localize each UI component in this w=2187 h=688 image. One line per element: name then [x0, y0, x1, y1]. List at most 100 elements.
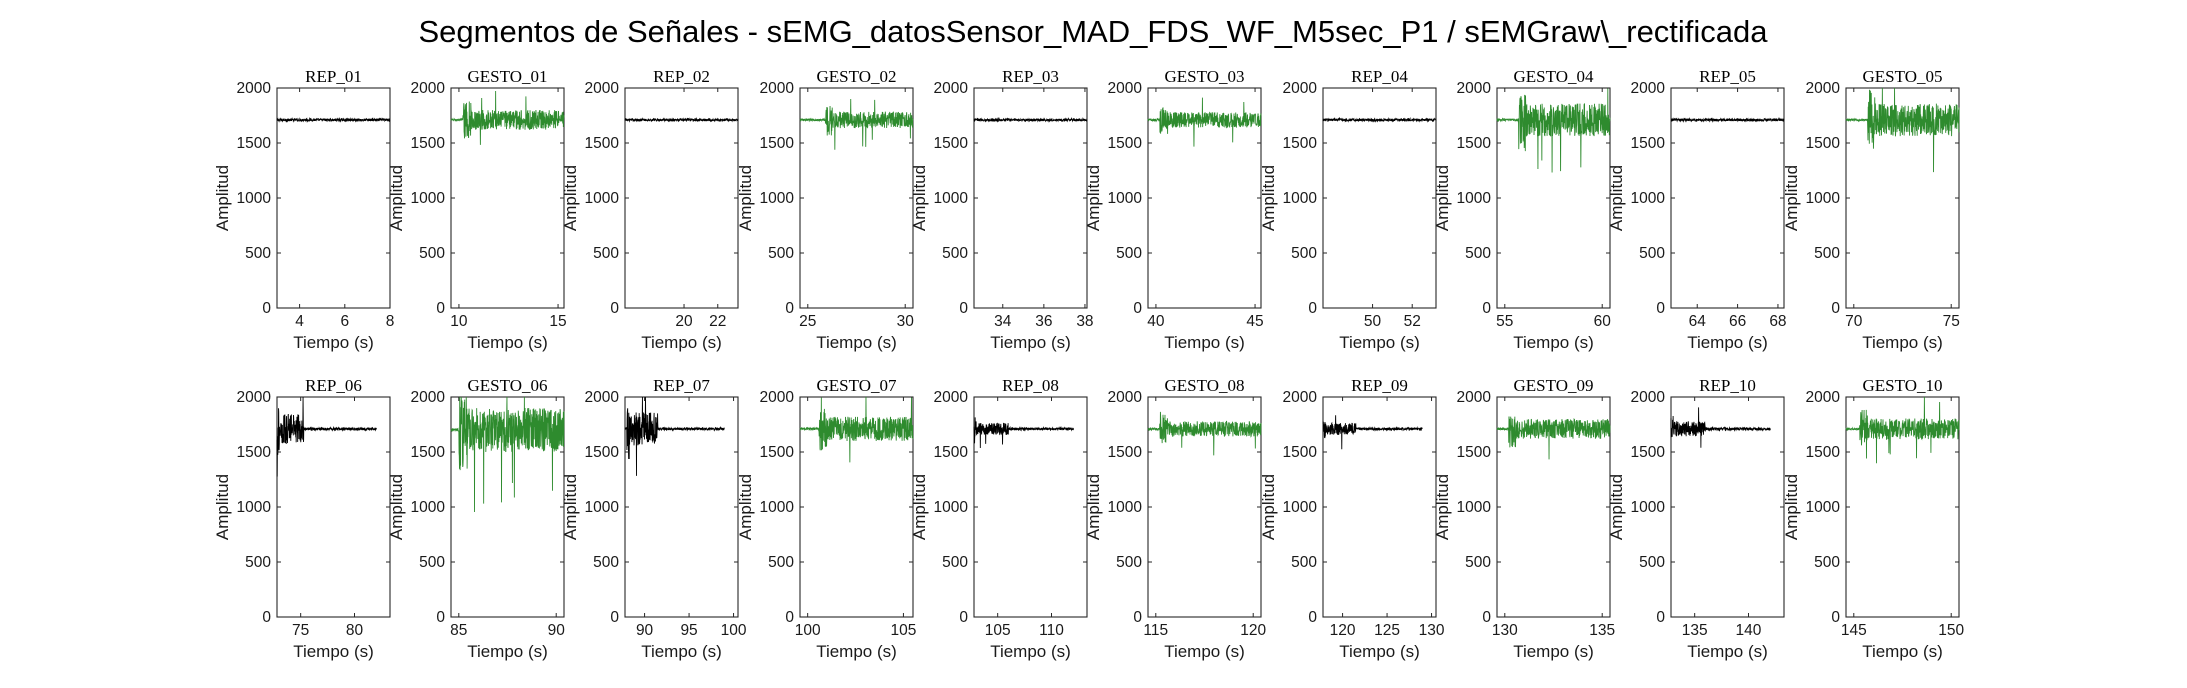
y-tick-label: 500	[245, 554, 271, 571]
x-tick-label: 120	[1240, 622, 1266, 639]
y-tick-label: 500	[419, 554, 445, 571]
signal-series	[624, 117, 739, 123]
x-tick-label: 130	[1419, 622, 1445, 639]
x-tick-label: 70	[1845, 313, 1863, 330]
subplot-title: GESTO_10	[1863, 376, 1943, 395]
subplot-gesto-02: 0 500 1000 1500 2000 25 30 GESTO_02 Tiempo (s) Am…	[736, 67, 914, 352]
x-axis-label: Tiempo (s)	[467, 642, 548, 661]
y-tick-label: 0	[436, 609, 445, 626]
y-tick-label: 2000	[1631, 80, 1666, 97]
y-tick-label: 2000	[760, 389, 795, 406]
y-tick-label: 1000	[934, 190, 969, 207]
x-tick-label: 110	[1039, 622, 1064, 639]
subplot-gesto-09: 0 500 1000 1500 2000 130 135 GESTO_09 Tiempo (s)…	[1433, 376, 1615, 661]
y-tick-label: 1500	[237, 135, 272, 152]
y-tick-label: 1500	[760, 135, 795, 152]
y-tick-label: 1500	[1457, 135, 1492, 152]
x-tick-label: 90	[636, 622, 654, 639]
subplot-title: GESTO_05	[1863, 67, 1943, 86]
x-tick-label: 22	[709, 313, 726, 330]
signal-series	[450, 396, 565, 513]
y-tick-label: 1500	[1283, 135, 1318, 152]
signal-series	[624, 396, 725, 476]
subplot-title: REP_02	[653, 67, 710, 86]
x-axis-label: Tiempo (s)	[1687, 642, 1768, 661]
y-tick-label: 1500	[1457, 444, 1492, 461]
y-axis-label: Amplitud	[1084, 474, 1103, 540]
x-tick-label: 140	[1736, 622, 1762, 639]
x-axis-label: Tiempo (s)	[1164, 333, 1245, 352]
subplot-rep-04: 0 500 1000 1500 2000 50 52 REP_04 Tiempo (s) Ampl…	[1259, 67, 1437, 352]
x-tick-label: 145	[1841, 622, 1867, 639]
x-axis-label: Tiempo (s)	[1513, 642, 1594, 661]
y-tick-label: 2000	[1806, 80, 1841, 97]
y-axis-label: Amplitud	[1259, 474, 1278, 540]
y-tick-label: 500	[245, 245, 271, 262]
axes-frame	[973, 396, 1088, 618]
subplot-gesto-04: 0 500 1000 1500 2000 55 60 GESTO_04 Tiempo (s) Am…	[1433, 67, 1611, 352]
subplot-gesto-06: 0 500 1000 1500 2000 85 90 GESTO_06 Tiempo (s) Am…	[387, 376, 565, 661]
y-tick-label: 1000	[1631, 190, 1666, 207]
y-tick-label: 0	[262, 609, 271, 626]
x-axis-label: Tiempo (s)	[293, 333, 374, 352]
subplot-rep-08: 0 500 1000 1500 2000 105 110 REP_08 Tiempo (s) Am…	[910, 376, 1088, 661]
x-tick-label: 66	[1729, 313, 1746, 330]
y-tick-label: 2000	[585, 389, 620, 406]
y-tick-label: 1000	[760, 499, 795, 516]
y-tick-label: 500	[1639, 245, 1665, 262]
y-tick-label: 2000	[237, 80, 272, 97]
signal-series	[1496, 416, 1611, 460]
x-tick-label: 4	[295, 313, 304, 330]
y-tick-label: 0	[1133, 609, 1142, 626]
x-tick-label: 150	[1938, 622, 1964, 639]
y-tick-label: 1500	[1806, 444, 1841, 461]
signal-series	[276, 396, 377, 477]
y-axis-label: Amplitud	[736, 165, 755, 231]
y-tick-label: 500	[1639, 554, 1665, 571]
x-tick-label: 115	[1143, 622, 1168, 639]
x-tick-label: 36	[1035, 313, 1052, 330]
y-tick-label: 500	[1291, 554, 1317, 571]
signal-series	[1322, 415, 1423, 450]
y-tick-label: 500	[1465, 554, 1491, 571]
x-axis-label: Tiempo (s)	[816, 642, 897, 661]
x-tick-label: 20	[675, 313, 693, 330]
y-tick-label: 500	[1291, 245, 1317, 262]
y-tick-label: 500	[1116, 554, 1142, 571]
subplot-rep-02: 0 500 1000 1500 2000 20 22 REP_02 Tiempo (s) Ampl…	[561, 67, 739, 352]
subplot-rep-05: 0 500 1000 1500 2000 64 66 68 REP_05 Tiempo (s) Am…	[1607, 67, 1787, 352]
axes-frame	[276, 87, 391, 309]
y-tick-label: 2000	[237, 389, 272, 406]
x-tick-label: 80	[346, 622, 364, 639]
x-axis-label: Tiempo (s)	[467, 333, 548, 352]
subplot-title: REP_09	[1351, 376, 1408, 395]
y-axis-label: Amplitud	[1782, 474, 1801, 540]
x-tick-label: 38	[1076, 313, 1093, 330]
x-tick-label: 68	[1769, 313, 1786, 330]
y-tick-label: 1000	[1283, 190, 1318, 207]
y-tick-label: 1500	[760, 444, 795, 461]
y-tick-label: 0	[610, 609, 619, 626]
signal-series	[1322, 116, 1437, 123]
x-tick-label: 60	[1594, 313, 1612, 330]
signal-series	[1147, 411, 1262, 456]
signal-series	[1670, 407, 1771, 448]
signal-series	[1496, 87, 1611, 173]
signal-series	[799, 396, 914, 463]
y-tick-label: 2000	[1806, 389, 1841, 406]
x-tick-label: 45	[1246, 313, 1263, 330]
y-axis-label: Amplitud	[561, 474, 580, 540]
y-tick-label: 1000	[411, 190, 446, 207]
y-axis-label: Amplitud	[1782, 165, 1801, 231]
y-tick-label: 2000	[1108, 80, 1143, 97]
signal-series	[1845, 396, 1960, 464]
y-tick-label: 1500	[411, 135, 446, 152]
y-tick-label: 500	[1814, 554, 1840, 571]
subplot-title: GESTO_01	[468, 67, 548, 86]
x-axis-label: Tiempo (s)	[1862, 333, 1943, 352]
x-axis-label: Tiempo (s)	[990, 642, 1071, 661]
x-tick-label: 105	[985, 622, 1011, 639]
y-tick-label: 1500	[1108, 444, 1143, 461]
x-axis-label: Tiempo (s)	[990, 333, 1071, 352]
x-tick-label: 55	[1496, 313, 1513, 330]
